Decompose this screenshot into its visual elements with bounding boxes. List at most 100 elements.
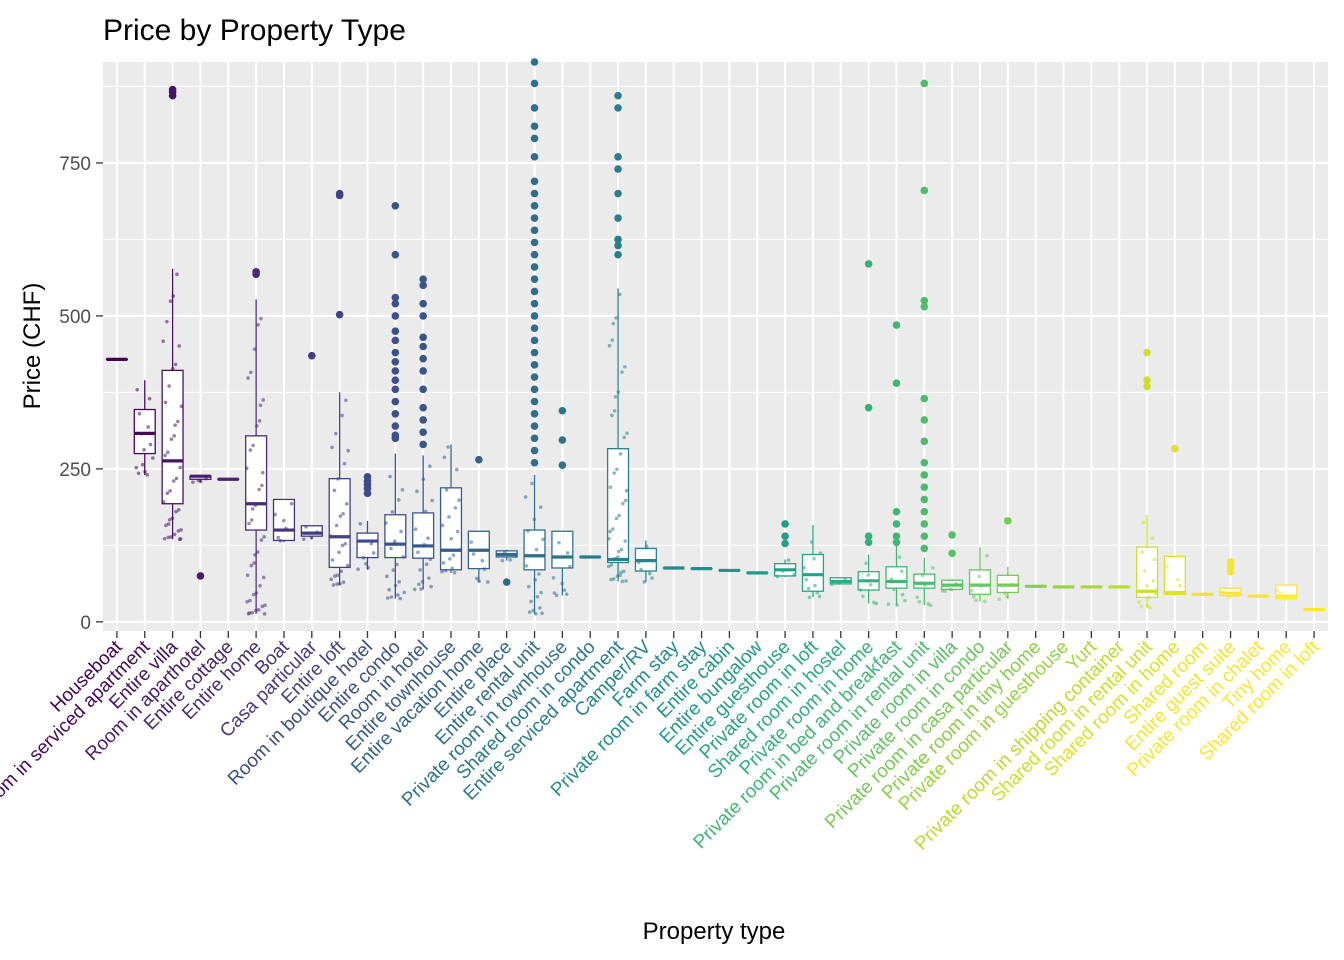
- outlier-point: [614, 104, 622, 112]
- jitter-point: [166, 535, 171, 540]
- jitter-point: [146, 425, 150, 429]
- jitter-point: [395, 562, 399, 567]
- jitter-point: [861, 594, 865, 599]
- jitter-point: [301, 537, 306, 541]
- y-tick-label: 0: [80, 613, 91, 634]
- jitter-point: [923, 583, 927, 587]
- outlier-point: [530, 275, 539, 283]
- outlier-point: [530, 79, 539, 88]
- jitter-point: [176, 419, 180, 424]
- outlier-point: [168, 85, 177, 94]
- jitter-point: [527, 584, 531, 589]
- jitter-point: [397, 579, 402, 584]
- jitter-point: [474, 576, 479, 581]
- jitter-point: [835, 580, 840, 584]
- outlier-point: [892, 321, 901, 329]
- box-group: [1163, 444, 1186, 596]
- jitter-point: [1289, 595, 1293, 599]
- outlier-point: [391, 385, 400, 394]
- jitter-point: [1283, 597, 1288, 601]
- outlier-point: [864, 403, 873, 412]
- box-iqr: [606, 448, 630, 564]
- outlier-point: [920, 79, 929, 88]
- jitter-point: [974, 598, 978, 603]
- jitter-point: [165, 450, 170, 455]
- outlier-point: [530, 361, 539, 369]
- jitter-point: [443, 568, 448, 573]
- jitter-point: [455, 529, 460, 534]
- outlier-point: [530, 299, 539, 308]
- jitter-point: [449, 536, 454, 541]
- outlier-point: [864, 538, 873, 547]
- outlier-point: [1004, 517, 1012, 525]
- jitter-point: [246, 376, 250, 380]
- jitter-point: [252, 561, 256, 565]
- jitter-point: [164, 523, 168, 528]
- outlier-point: [530, 214, 539, 222]
- jitter-point: [469, 540, 474, 544]
- outlier-point: [419, 275, 427, 283]
- jitter-point: [261, 575, 266, 580]
- jitter-point: [1145, 584, 1149, 588]
- outlier-point: [530, 312, 539, 320]
- jitter-point: [564, 592, 569, 596]
- jitter-point: [345, 563, 350, 568]
- jitter-point: [278, 539, 283, 543]
- outlier-point: [530, 58, 539, 66]
- jitter-point: [1178, 583, 1182, 588]
- jitter-point: [609, 563, 614, 567]
- jitter-point: [391, 568, 396, 572]
- jitter-point: [500, 558, 505, 563]
- outlier-point: [530, 458, 539, 467]
- jitter-point: [161, 339, 166, 344]
- jitter-point: [401, 555, 406, 559]
- jitter-point: [817, 594, 822, 599]
- jitter-point: [339, 569, 344, 574]
- box-group: [801, 525, 825, 600]
- jitter-point: [1221, 590, 1226, 595]
- outlier-point: [419, 354, 427, 363]
- jitter-point: [172, 532, 177, 537]
- jitter-point: [165, 491, 170, 496]
- box-group: [244, 268, 268, 616]
- box-iqr: [412, 512, 435, 559]
- outlier-point: [530, 397, 539, 406]
- outlier-point: [892, 538, 901, 547]
- jitter-point: [807, 595, 812, 600]
- box-group: [606, 91, 630, 584]
- outlier-point: [614, 153, 622, 161]
- jitter-point: [176, 507, 181, 512]
- jitter-point: [972, 594, 976, 599]
- outlier-point: [530, 189, 539, 198]
- jitter-point: [442, 455, 447, 460]
- jitter-point: [396, 593, 400, 597]
- jitter-point: [412, 587, 417, 592]
- jitter-point: [611, 321, 616, 326]
- outlier-point: [948, 531, 956, 539]
- jitter-point: [792, 573, 796, 577]
- box-group: [272, 498, 296, 543]
- jitter-point: [171, 479, 176, 483]
- jitter-point: [255, 550, 260, 554]
- jitter-point: [471, 552, 476, 556]
- jitter-point: [252, 347, 257, 351]
- outlier-point: [391, 336, 400, 345]
- jitter-point: [969, 589, 974, 593]
- jitter-point: [389, 595, 394, 599]
- jitter-point: [554, 593, 559, 598]
- outlier-point: [1143, 376, 1151, 384]
- jitter-point: [142, 447, 146, 452]
- jitter-point: [167, 517, 172, 522]
- outlier-point: [252, 268, 260, 276]
- jitter-point: [161, 500, 166, 504]
- outlier-point: [920, 544, 929, 553]
- outlier-point: [614, 250, 622, 259]
- jitter-point: [440, 569, 444, 574]
- jitter-point: [903, 598, 907, 603]
- outlier-point: [558, 436, 567, 444]
- jitter-point: [1165, 564, 1169, 569]
- jitter-point: [169, 535, 173, 539]
- jitter-point: [621, 501, 625, 506]
- jitter-point: [328, 534, 333, 538]
- jitter-point: [344, 502, 349, 506]
